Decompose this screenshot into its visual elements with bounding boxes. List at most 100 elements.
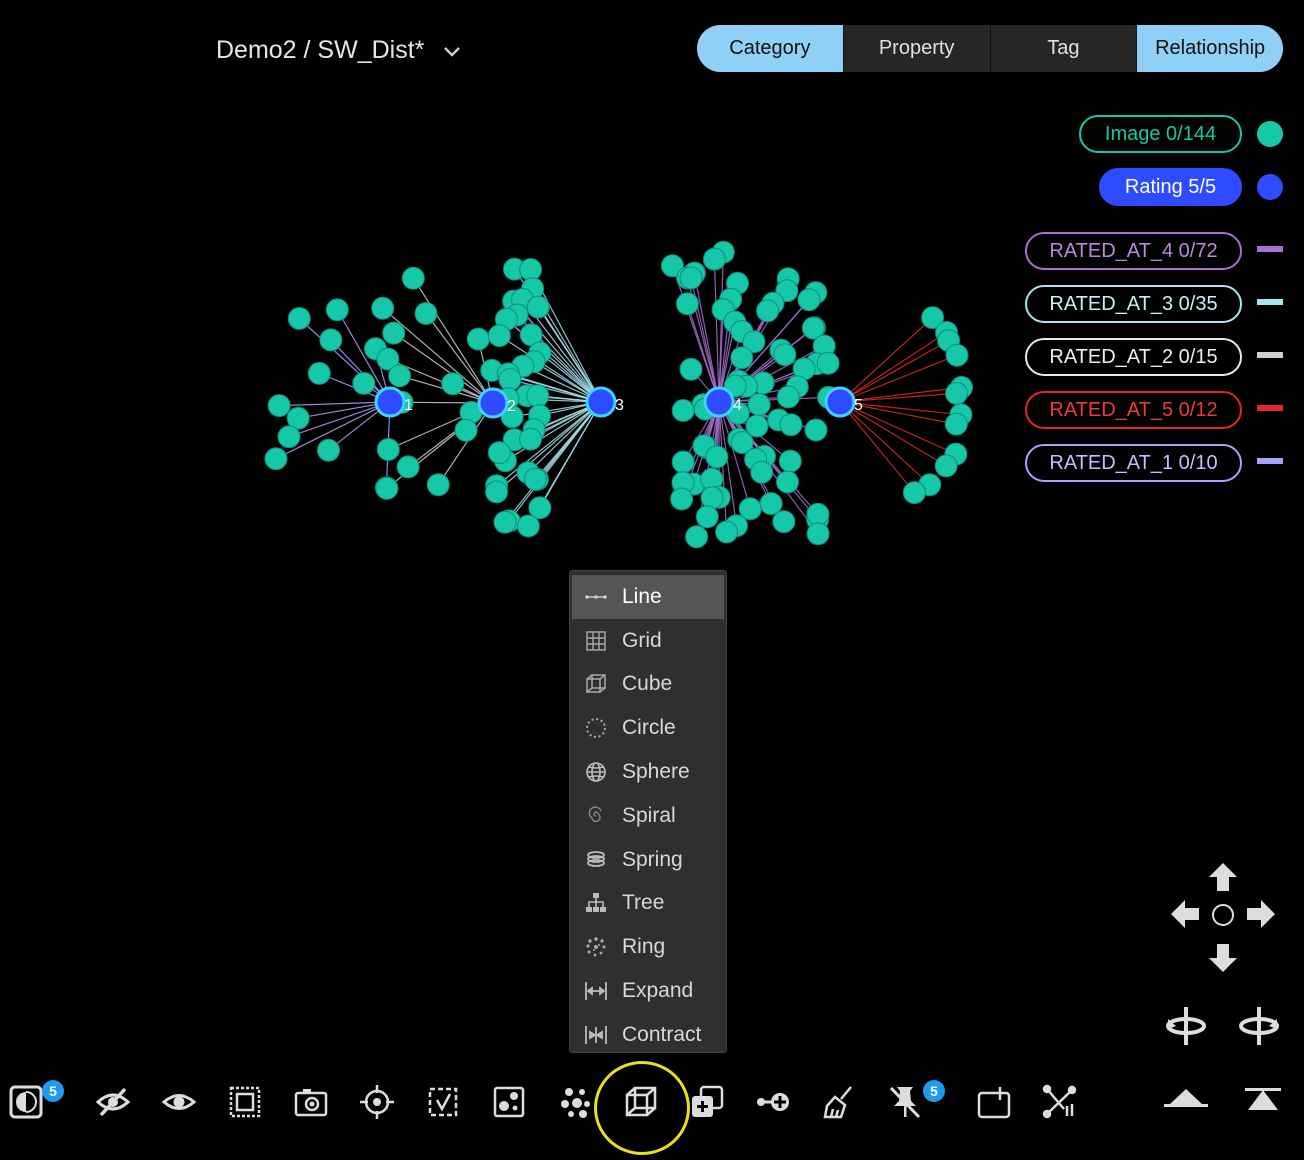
image-node[interactable]	[735, 374, 758, 398]
image-node[interactable]	[396, 455, 420, 479]
cluster-button[interactable]	[555, 1082, 595, 1122]
image-node[interactable]	[682, 472, 706, 496]
image-node[interactable]	[691, 393, 715, 417]
image-node[interactable]	[503, 257, 526, 281]
layout-option-line[interactable]: Line	[572, 575, 724, 619]
image-node[interactable]	[723, 310, 747, 334]
image-node[interactable]	[682, 261, 706, 285]
image-node[interactable]	[950, 375, 973, 399]
layout-option-sphere[interactable]: Sphere	[570, 750, 726, 794]
image-node[interactable]	[307, 361, 331, 385]
image-node[interactable]	[761, 291, 785, 315]
image-node[interactable]	[519, 427, 542, 451]
layout-option-tree[interactable]: Tree	[570, 882, 726, 926]
focus-button[interactable]	[357, 1082, 397, 1122]
image-node[interactable]	[676, 266, 700, 290]
image-node[interactable]	[505, 303, 529, 327]
image-node[interactable]	[375, 476, 399, 500]
image-node[interactable]	[487, 441, 511, 465]
image-node[interactable]	[700, 486, 724, 510]
unpin-button[interactable]	[885, 1082, 925, 1122]
image-node[interactable]	[759, 492, 783, 516]
layout-option-contract[interactable]: Contract	[570, 1013, 726, 1057]
image-node[interactable]	[944, 412, 968, 436]
center-view-icon[interactable]	[1211, 903, 1235, 927]
image-node[interactable]	[769, 338, 793, 362]
image-node[interactable]	[454, 418, 478, 442]
legend-rating-toggle[interactable]: Rating 5/5	[1099, 168, 1242, 206]
image-node[interactable]	[522, 350, 546, 374]
arrow-down-icon[interactable]	[1208, 943, 1238, 973]
image-node[interactable]	[806, 507, 830, 531]
hide-button[interactable]	[93, 1082, 133, 1122]
arrow-right-icon[interactable]	[1246, 899, 1276, 929]
image-node[interactable]	[382, 321, 406, 345]
image-node[interactable]	[493, 449, 517, 473]
image-node[interactable]	[776, 267, 800, 291]
image-select-button[interactable]	[489, 1082, 529, 1122]
image-node[interactable]	[502, 428, 526, 452]
contrast-button[interactable]	[6, 1082, 46, 1122]
image-node[interactable]	[694, 435, 718, 459]
image-node[interactable]	[670, 487, 694, 511]
layout-option-expand[interactable]: Expand	[570, 969, 726, 1013]
image-node[interactable]	[707, 485, 731, 509]
image-node[interactable]	[902, 481, 926, 505]
image-node[interactable]	[519, 323, 543, 347]
image-node[interactable]	[945, 343, 969, 367]
arrow-left-icon[interactable]	[1170, 899, 1200, 929]
image-node[interactable]	[487, 324, 511, 348]
image-node[interactable]	[804, 418, 828, 442]
image-node[interactable]	[376, 347, 400, 371]
image-node[interactable]	[730, 346, 754, 370]
rating-node[interactable]	[585, 386, 617, 418]
image-node[interactable]	[496, 387, 520, 411]
image-node[interactable]	[390, 390, 414, 414]
image-node[interactable]	[730, 320, 754, 343]
image-node[interactable]	[441, 372, 465, 396]
image-node[interactable]	[705, 445, 729, 469]
tab-property[interactable]: Property	[844, 25, 991, 72]
rotate-left-icon[interactable]	[1166, 1005, 1206, 1047]
add-link-button[interactable]	[753, 1082, 793, 1122]
image-node[interactable]	[944, 442, 968, 466]
image-node[interactable]	[773, 343, 797, 367]
image-node[interactable]	[949, 403, 973, 427]
image-node[interactable]	[785, 375, 809, 399]
image-node[interactable]	[726, 401, 750, 425]
image-node[interactable]	[500, 405, 524, 429]
image-node[interactable]	[685, 525, 709, 549]
image-node[interactable]	[935, 321, 959, 344]
image-node[interactable]	[485, 474, 509, 498]
image-node[interactable]	[723, 374, 747, 398]
image-node[interactable]	[264, 447, 288, 471]
image-node[interactable]	[711, 298, 735, 322]
image-node[interactable]	[426, 473, 450, 497]
image-node[interactable]	[660, 254, 684, 278]
image-node[interactable]	[727, 369, 751, 393]
image-node[interactable]	[945, 381, 968, 405]
image-node[interactable]	[528, 496, 552, 520]
legend-rated-at-1-toggle[interactable]: RATED_AT_1 0/10	[1025, 444, 1242, 482]
image-node[interactable]	[751, 371, 775, 395]
image-node[interactable]	[319, 328, 343, 352]
legend-rated-at-3-toggle[interactable]: RATED_AT_3 0/35	[1025, 285, 1242, 323]
image-node[interactable]	[778, 449, 802, 473]
image-node[interactable]	[675, 292, 699, 316]
image-node[interactable]	[516, 514, 540, 538]
image-node[interactable]	[480, 358, 504, 382]
tilt-up-icon[interactable]	[1244, 1086, 1282, 1114]
image-node[interactable]	[801, 316, 825, 340]
image-node[interactable]	[756, 299, 780, 323]
image-node[interactable]	[519, 258, 543, 281]
clean-button[interactable]	[819, 1082, 859, 1122]
rotate-right-icon[interactable]	[1239, 1005, 1279, 1047]
image-node[interactable]	[695, 505, 719, 529]
image-node[interactable]	[921, 306, 945, 330]
image-node[interactable]	[679, 266, 703, 290]
image-node[interactable]	[671, 471, 695, 495]
image-node[interactable]	[525, 467, 549, 491]
select-box-button[interactable]	[225, 1082, 265, 1122]
image-node[interactable]	[816, 351, 840, 375]
rating-node[interactable]	[824, 386, 856, 418]
